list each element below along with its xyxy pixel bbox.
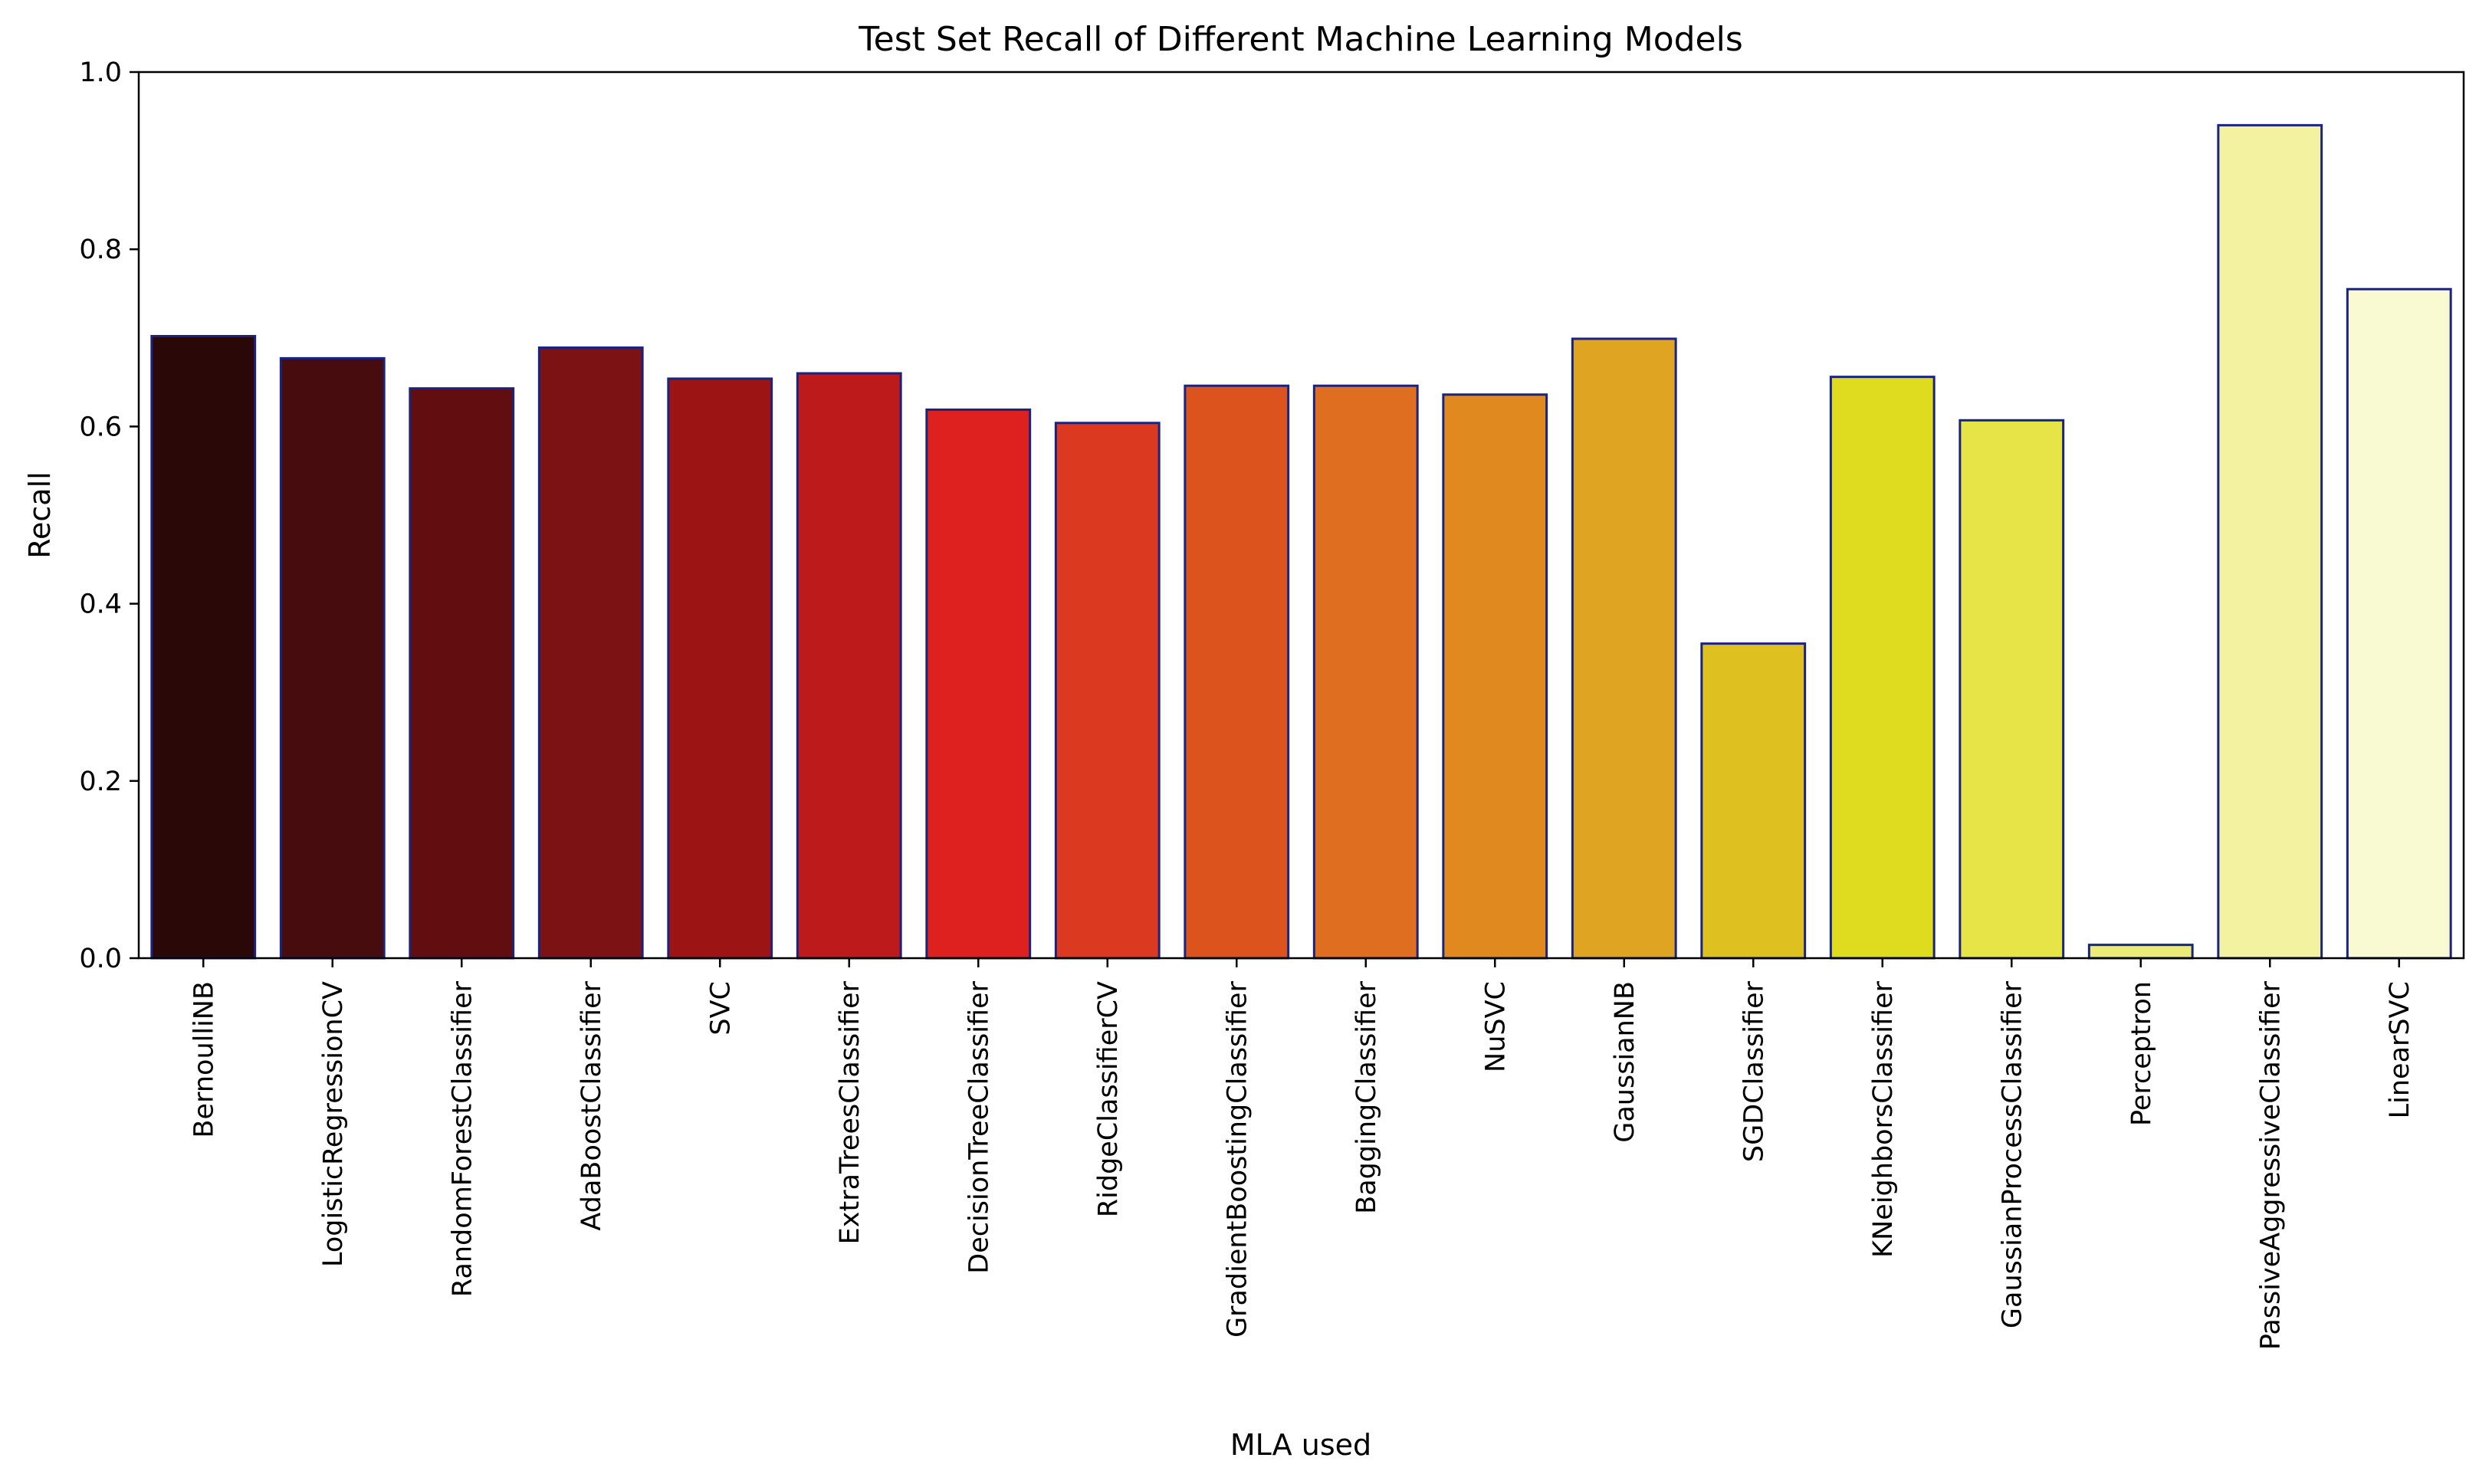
x-tick-label: SGDClassifier bbox=[1739, 980, 1769, 1162]
y-axis-ticks: 0.0 0.2 0.4 0.6 0.8 1.0 bbox=[79, 57, 139, 974]
y-tick-label: 0.6 bbox=[79, 412, 122, 442]
y-tick-label: 1.0 bbox=[79, 57, 122, 88]
x-tick-label: BaggingClassifier bbox=[1351, 980, 1382, 1213]
bar bbox=[2217, 123, 2323, 960]
bar bbox=[2346, 287, 2452, 960]
x-tick-label: PassiveAggressiveClassifier bbox=[2255, 980, 2286, 1350]
bar bbox=[537, 346, 644, 960]
x-tick-label: DecisionTreeClassifier bbox=[964, 980, 994, 1273]
bar bbox=[1700, 642, 1807, 960]
x-tick-label: Perceptron bbox=[2126, 981, 2157, 1126]
x-tick-label: KNeighborsClassifier bbox=[1868, 980, 1899, 1257]
y-tick-label: 0.2 bbox=[79, 767, 122, 797]
y-tick-label: 0.8 bbox=[79, 235, 122, 265]
bar bbox=[796, 372, 902, 960]
bar bbox=[1571, 337, 1677, 960]
bar bbox=[1184, 384, 1290, 960]
bar bbox=[667, 377, 773, 960]
y-tick-label: 0.0 bbox=[79, 944, 122, 974]
bars-layer bbox=[150, 123, 2452, 960]
x-axis-ticks: BernoulliNB LogisticRegressionCV RandomFor… bbox=[189, 958, 2415, 1350]
x-tick-label: ExtraTreesClassifier bbox=[835, 980, 865, 1244]
bar bbox=[1829, 376, 1936, 960]
bar bbox=[2087, 944, 2194, 960]
x-tick-label: SVC bbox=[705, 981, 736, 1036]
bar bbox=[1054, 422, 1161, 960]
x-tick-label: LinearSVC bbox=[2385, 981, 2415, 1118]
x-tick-label: RidgeClassifierCV bbox=[1093, 981, 1124, 1217]
bar bbox=[1312, 384, 1419, 960]
bar bbox=[409, 387, 515, 960]
x-tick-label: RandomForestClassifier bbox=[447, 980, 478, 1297]
x-tick-label: GaussianProcessClassifier bbox=[1997, 980, 2028, 1328]
x-tick-label: NuSVC bbox=[1480, 981, 1511, 1072]
chart-title: Test Set Recall of Different Machine Lea… bbox=[858, 20, 1743, 59]
y-axis-label: Recall bbox=[23, 471, 57, 558]
plot-frame bbox=[137, 71, 2465, 960]
bar bbox=[1442, 393, 1548, 960]
x-tick-label: BernoulliNB bbox=[189, 981, 219, 1138]
bar bbox=[150, 334, 257, 960]
x-tick-label: AdaBoostClassifier bbox=[576, 980, 607, 1230]
bar bbox=[1959, 419, 2065, 960]
bar bbox=[279, 356, 386, 960]
y-tick-label: 0.4 bbox=[79, 589, 122, 620]
x-axis-label: MLA used bbox=[1230, 1428, 1371, 1462]
x-tick-label: GradientBoostingClassifier bbox=[1222, 980, 1253, 1338]
x-tick-label: GaussianNB bbox=[1610, 981, 1640, 1143]
x-tick-label: LogisticRegressionCV bbox=[318, 981, 349, 1267]
bar bbox=[925, 408, 1032, 960]
